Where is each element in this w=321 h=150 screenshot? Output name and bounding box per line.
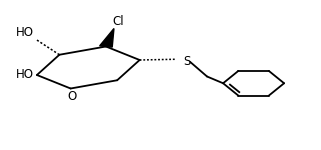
Text: HO: HO — [16, 69, 34, 81]
Text: O: O — [68, 90, 77, 103]
Polygon shape — [100, 28, 114, 47]
Text: S: S — [184, 55, 191, 68]
Text: Cl: Cl — [112, 15, 124, 28]
Text: HO: HO — [16, 26, 34, 39]
